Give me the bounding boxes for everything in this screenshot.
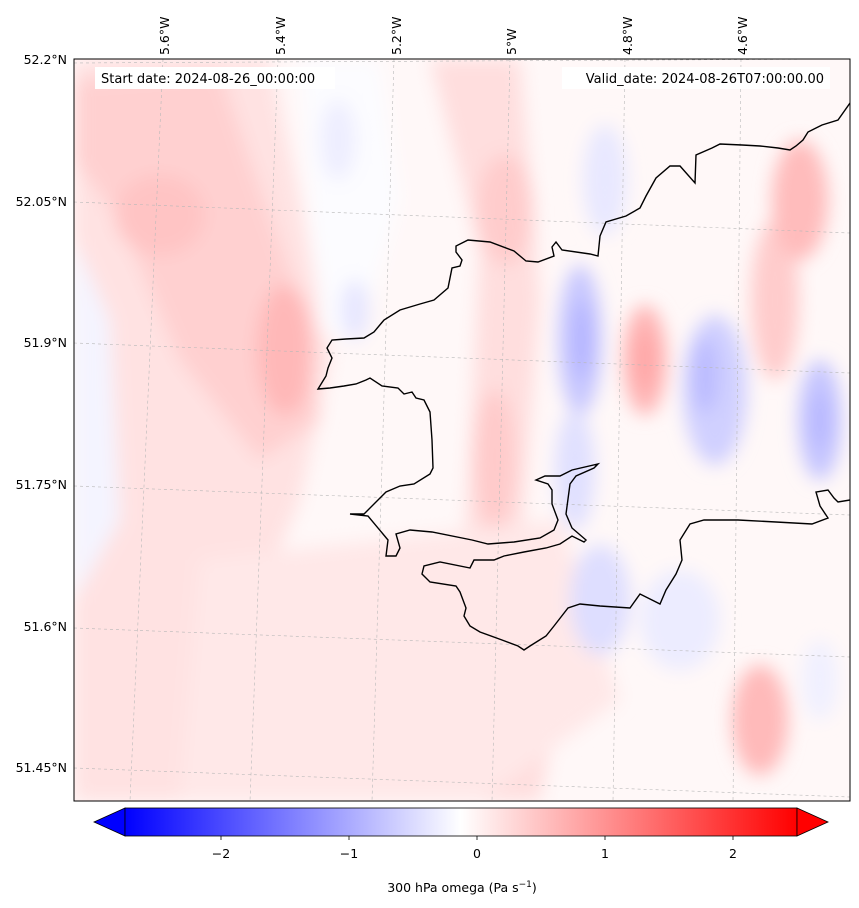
omega-field — [74, 59, 842, 801]
lat-label: 51.6°N — [24, 619, 67, 634]
lat-label: 51.9°N — [24, 335, 67, 350]
lat-label: 51.75°N — [16, 477, 67, 492]
graticule — [74, 59, 850, 801]
lon-label: 5°W — [504, 28, 519, 55]
lon-label: 5.2°W — [389, 17, 404, 56]
coastline — [316, 102, 850, 651]
colorbar-tick-label: 0 — [473, 846, 481, 861]
colorbar-tick-label: −2 — [212, 846, 230, 861]
lon-label: 4.8°W — [620, 17, 635, 56]
colorbar-extend-max — [796, 807, 829, 837]
map-frame — [73, 58, 851, 802]
valid-date-label: Valid_date: 2024-08-26T07:00:00.00 — [562, 67, 830, 89]
colorbar-ticks: −2 −1 0 1 2 — [212, 836, 737, 861]
colorbar-tick-label: 1 — [601, 846, 609, 861]
map-plot-area — [74, 59, 850, 801]
svg-text:Valid_date: 2024-08-26T07:00:0: Valid_date: 2024-08-26T07:00:00.00 — [586, 72, 824, 87]
lat-label: 51.45°N — [16, 760, 67, 775]
svg-text:Start date: 2024-08-26_00:00:0: Start date: 2024-08-26_00:00:00 — [101, 72, 315, 87]
colorbar-tick-label: 2 — [729, 846, 737, 861]
lat-label: 52.2°N — [24, 52, 67, 67]
start-date-label: Start date: 2024-08-26_00:00:00 — [95, 67, 335, 89]
longitude-labels: 5.6°W 5.4°W 5.2°W 5°W 4.8°W 4.6°W — [157, 17, 750, 56]
lon-label: 4.6°W — [735, 17, 750, 56]
lon-label: 5.6°W — [157, 17, 172, 56]
colorbar: −2 −1 0 1 2 300 hPa omega (Pa s−1) — [93, 807, 829, 895]
latitude-labels: 52.2°N 52.05°N 51.9°N 51.75°N 51.6°N 51.… — [16, 52, 67, 775]
lon-label: 5.4°W — [273, 17, 288, 56]
lat-label: 52.05°N — [16, 194, 67, 209]
colorbar-body — [124, 807, 798, 837]
colorbar-extend-min — [93, 807, 126, 837]
colorbar-tick-label: −1 — [340, 846, 358, 861]
colorbar-title: 300 hPa omega (Pa s−1) — [387, 880, 537, 895]
